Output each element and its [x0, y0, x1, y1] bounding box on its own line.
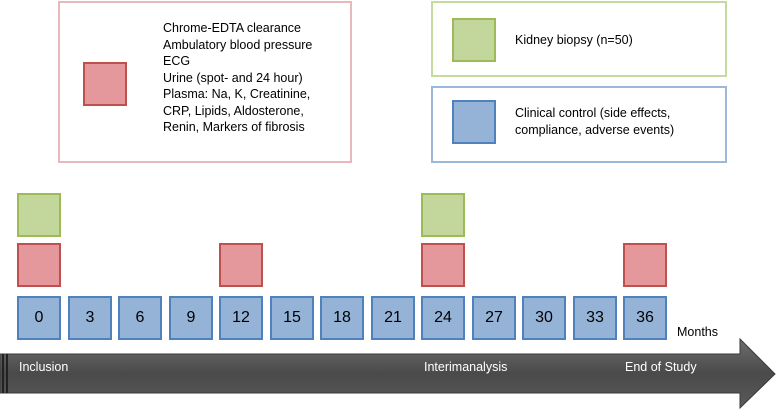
end-of-study-label: End of Study: [625, 360, 697, 374]
month-box: 33: [573, 296, 617, 340]
month-box: 27: [472, 296, 516, 340]
legend-assessment-square: [83, 62, 127, 106]
assessment-marker: [421, 243, 465, 287]
legend-assessments-line: Renin, Markers of fibrosis: [163, 120, 305, 134]
month-box: 12: [219, 296, 263, 340]
month-box: 30: [522, 296, 566, 340]
biopsy-marker: [421, 193, 465, 237]
legend-assessments-line: Ambulatory blood pressure: [163, 37, 313, 52]
legend-biopsy-square: [452, 18, 496, 62]
interim-analysis-label: Interimanalysis: [424, 360, 508, 374]
legend-assessments-line: ECG: [163, 54, 191, 68]
months-axis-label: Months: [677, 325, 718, 339]
legend-assessments-text: Chrome-EDTA clearance Ambulatory blood p…: [163, 20, 312, 136]
month-box: 21: [371, 296, 415, 340]
month-box: 3: [68, 296, 112, 340]
legend-assessments-line: Chrome-EDTA clearance: [163, 21, 302, 35]
assessment-marker: [623, 243, 667, 287]
legend-assessments-line: CRP, Lipids, Aldosterone,: [163, 103, 304, 118]
legend-assessments-line: Plasma: Na, K, Creatinine,: [163, 87, 311, 101]
month-box: 0: [17, 296, 61, 340]
month-box: 6: [118, 296, 162, 340]
month-box: 24: [421, 296, 465, 340]
assessment-marker: [219, 243, 263, 287]
assessment-marker: [17, 243, 61, 287]
month-box: 18: [320, 296, 364, 340]
arrow-tail-stripe: [2, 354, 4, 393]
legend-clinical-control-square: [452, 100, 496, 144]
inclusion-label: Inclusion: [19, 360, 69, 374]
month-box: 36: [623, 296, 667, 340]
arrow-tail-stripe: [6, 354, 8, 393]
month-box: 15: [270, 296, 314, 340]
arrow-body: [0, 338, 776, 410]
month-box: 9: [169, 296, 213, 340]
legend-clinical-control-text: Clinical control (side effects, complian…: [515, 105, 674, 138]
timeline-arrow: [0, 338, 776, 410]
biopsy-marker: [17, 193, 61, 237]
legend-biopsy-text: Kidney biopsy (n=50): [515, 33, 633, 47]
legend-clinical-control-line: compliance, adverse events): [515, 122, 675, 137]
legend-assessments-line: Urine (spot- and 24 hour): [163, 70, 303, 85]
legend-clinical-control-line: Clinical control (side effects,: [515, 106, 671, 120]
